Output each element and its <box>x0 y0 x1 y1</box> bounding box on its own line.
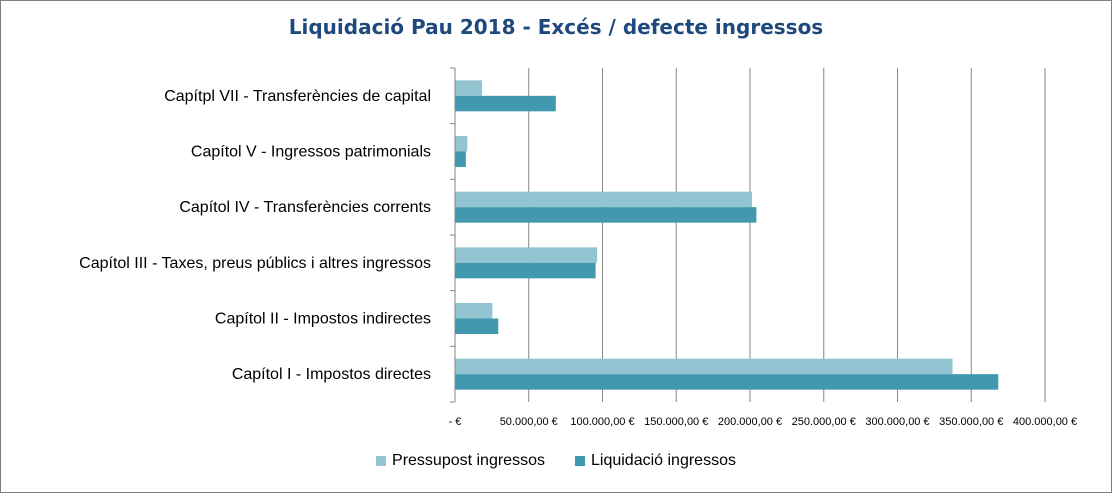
axis <box>450 67 456 403</box>
x-tick-label: - € <box>449 416 462 428</box>
bars <box>455 80 999 390</box>
legend-swatch-liquidacio <box>574 456 585 466</box>
legend-item-liquidacio: Liquidació ingressos <box>574 452 736 470</box>
bar-pressupost <box>455 136 468 152</box>
bar-pressupost <box>455 80 483 96</box>
x-tick-label: 400.000,00 € <box>1013 416 1077 428</box>
x-tick-label: 150.000,00 € <box>644 416 708 428</box>
legend: Pressupost ingressos Liquidació ingresso… <box>1 452 1111 470</box>
gridlines <box>528 68 1046 402</box>
category-label: Capítpl VII - Transferències de capital <box>164 88 431 105</box>
x-tick-label: 200.000,00 € <box>718 416 782 428</box>
bar-liquidacio <box>455 151 466 167</box>
x-tick-label: 50.000,00 € <box>500 416 558 428</box>
bar-pressupost <box>455 191 752 208</box>
x-tick-label: 100.000,00 € <box>570 416 634 428</box>
x-tick-label: 350.000,00 € <box>939 416 1003 428</box>
bar-liquidacio <box>455 318 499 334</box>
bar-pressupost <box>455 303 493 319</box>
bar-pressupost <box>455 358 953 375</box>
category-label: Capítol I - Impostos directes <box>232 366 431 383</box>
category-label: Capítol IV - Transferències corrents <box>179 199 431 216</box>
legend-swatch-pressupost <box>376 456 387 466</box>
bar-liquidacio <box>455 207 757 223</box>
category-label: Capítol V - Ingressos patrimonials <box>191 144 431 161</box>
legend-item-pressupost: Pressupost ingressos <box>376 452 545 470</box>
chart-title: Liquidació Pau 2018 - Excés / defecte in… <box>288 15 824 39</box>
bar-liquidacio <box>455 374 999 390</box>
x-tick-label: 300.000,00 € <box>865 416 929 428</box>
category-label: Capítol III - Taxes, preus públics i alt… <box>79 255 431 272</box>
category-labels: Capítol I - Impostos directes Capítol II … <box>79 88 431 383</box>
category-label: Capítol II - Impostos indirectes <box>215 311 431 328</box>
legend-label-liquidacio: Liquidació ingressos <box>590 452 736 469</box>
tick-labels: - € 50.000,00 € 100.000,00 € 150.000,00 € 20… <box>449 416 1078 428</box>
bar-liquidacio <box>455 262 596 279</box>
x-tick-label: 250.000,00 € <box>792 416 856 428</box>
bar-liquidacio <box>455 95 556 112</box>
bar-pressupost <box>455 247 598 263</box>
legend-label-pressupost: Pressupost ingressos <box>392 452 545 469</box>
